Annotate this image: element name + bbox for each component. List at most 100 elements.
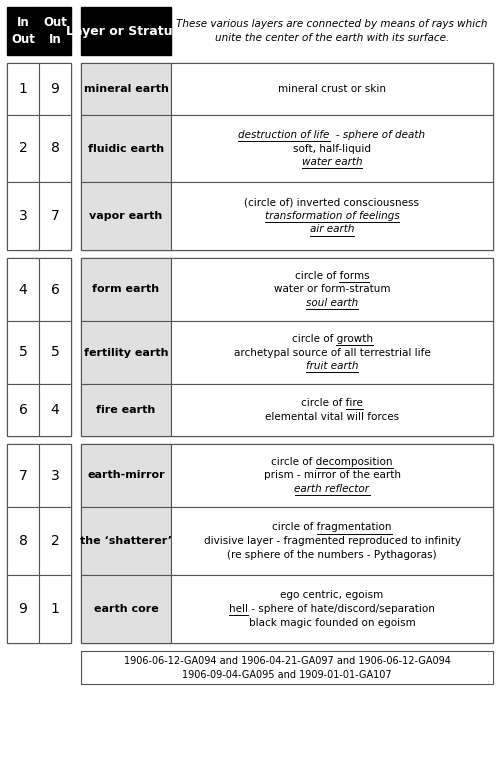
Text: divisive layer - fragmented reproduced to infinity: divisive layer - fragmented reproduced t…	[204, 536, 460, 546]
Text: 6: 6	[18, 403, 28, 417]
Text: 2: 2	[18, 141, 28, 156]
Bar	[81, 507, 171, 575]
Bar	[81, 182, 171, 250]
Text: destruction of life  - sphere of death: destruction of life - sphere of death	[238, 130, 426, 140]
Bar	[39, 444, 71, 507]
Text: circle of forms: circle of forms	[294, 271, 370, 281]
Bar	[7, 115, 39, 182]
Text: 9: 9	[50, 82, 59, 96]
Bar	[7, 182, 39, 250]
Bar	[39, 321, 71, 384]
Text: vapor earth: vapor earth	[90, 211, 162, 221]
Bar	[81, 7, 171, 55]
Text: 9: 9	[18, 602, 28, 616]
Text: prism - mirror of the earth: prism - mirror of the earth	[264, 470, 400, 480]
Bar	[39, 384, 71, 436]
Text: water earth: water earth	[302, 157, 362, 167]
Text: fruit earth: fruit earth	[306, 361, 358, 371]
Bar	[81, 651, 493, 684]
Bar	[171, 258, 493, 321]
Bar	[81, 444, 493, 643]
Bar	[171, 507, 493, 575]
Bar	[81, 384, 171, 436]
Text: air earth: air earth	[310, 224, 354, 235]
Bar	[81, 321, 171, 384]
Text: 2: 2	[50, 534, 59, 548]
Text: 6: 6	[50, 283, 59, 296]
Text: soft, half-liquid: soft, half-liquid	[293, 144, 371, 154]
Text: mineral crust or skin: mineral crust or skin	[278, 84, 386, 94]
Text: fluidic earth: fluidic earth	[88, 144, 164, 154]
Text: the ‘shatterer’: the ‘shatterer’	[80, 536, 172, 546]
Bar	[7, 321, 39, 384]
Text: 7: 7	[50, 209, 59, 223]
Text: water or form-stratum: water or form-stratum	[274, 284, 390, 295]
Bar	[39, 7, 71, 55]
Bar	[7, 258, 71, 436]
Bar	[39, 258, 71, 321]
Text: ego centric, egoism: ego centric, egoism	[280, 591, 384, 600]
Text: 3: 3	[50, 468, 59, 483]
Text: hell - sphere of hate/discord/separation: hell - sphere of hate/discord/separation	[229, 604, 435, 614]
Bar	[7, 507, 39, 575]
Text: 8: 8	[50, 141, 59, 156]
Text: In
Out: In Out	[11, 16, 35, 46]
Bar	[7, 384, 39, 436]
Text: 8: 8	[18, 534, 28, 548]
Text: form earth: form earth	[92, 284, 160, 295]
Bar	[81, 258, 493, 436]
Text: archetypal source of all terrestrial life: archetypal source of all terrestrial lif…	[234, 347, 430, 357]
Bar	[81, 258, 171, 321]
Text: 1: 1	[18, 82, 28, 96]
Text: fertility earth: fertility earth	[84, 347, 168, 357]
Text: transformation of feelings: transformation of feelings	[264, 211, 400, 221]
Text: earth core: earth core	[94, 604, 158, 614]
Bar	[39, 182, 71, 250]
Text: (circle of) inverted consciousness: (circle of) inverted consciousness	[244, 198, 420, 207]
Text: circle of growth: circle of growth	[292, 334, 372, 344]
Text: circle of decomposition: circle of decomposition	[271, 457, 393, 467]
Bar	[7, 575, 39, 643]
Bar	[7, 444, 39, 507]
Bar	[81, 63, 171, 115]
Bar	[7, 258, 39, 321]
Text: soul earth: soul earth	[306, 298, 358, 308]
Bar	[171, 384, 493, 436]
Bar	[81, 115, 171, 182]
Text: 3: 3	[18, 209, 28, 223]
Bar	[7, 63, 71, 250]
Bar	[171, 321, 493, 384]
Bar	[171, 63, 493, 115]
Text: 1: 1	[50, 602, 59, 616]
Bar	[39, 63, 71, 115]
Bar	[7, 63, 39, 115]
Text: 4: 4	[50, 403, 59, 417]
Bar	[39, 507, 71, 575]
Text: circle of fire: circle of fire	[301, 398, 363, 408]
Text: Layer or Stratum: Layer or Stratum	[66, 24, 186, 37]
Bar	[7, 7, 39, 55]
Bar	[7, 444, 71, 643]
Text: fire earth: fire earth	[96, 405, 156, 415]
Bar	[39, 115, 71, 182]
Bar	[171, 444, 493, 507]
Text: 5: 5	[50, 346, 59, 359]
Text: earth reflector: earth reflector	[294, 484, 370, 494]
Text: 1906-06-12-GA094 and 1906-04-21-GA097 and 1906-06-12-GA094
1906-09-04-GA095 and : 1906-06-12-GA094 and 1906-04-21-GA097 an…	[124, 655, 450, 679]
Text: earth-mirror: earth-mirror	[87, 470, 165, 480]
Text: 5: 5	[18, 346, 28, 359]
Text: circle of fragmentation: circle of fragmentation	[272, 523, 392, 533]
Text: elemental vital will forces: elemental vital will forces	[265, 412, 399, 422]
Text: 4: 4	[18, 283, 28, 296]
Bar	[171, 115, 493, 182]
Bar	[171, 182, 493, 250]
Text: These various layers are connected by means of rays which
unite the center of th: These various layers are connected by me…	[176, 20, 488, 43]
Text: 7: 7	[18, 468, 28, 483]
Text: black magic founded on egoism: black magic founded on egoism	[248, 617, 416, 628]
Bar	[81, 575, 171, 643]
Bar	[39, 575, 71, 643]
Text: Out
In: Out In	[43, 16, 67, 46]
Bar	[81, 444, 171, 507]
Bar	[171, 575, 493, 643]
Bar	[81, 63, 493, 250]
